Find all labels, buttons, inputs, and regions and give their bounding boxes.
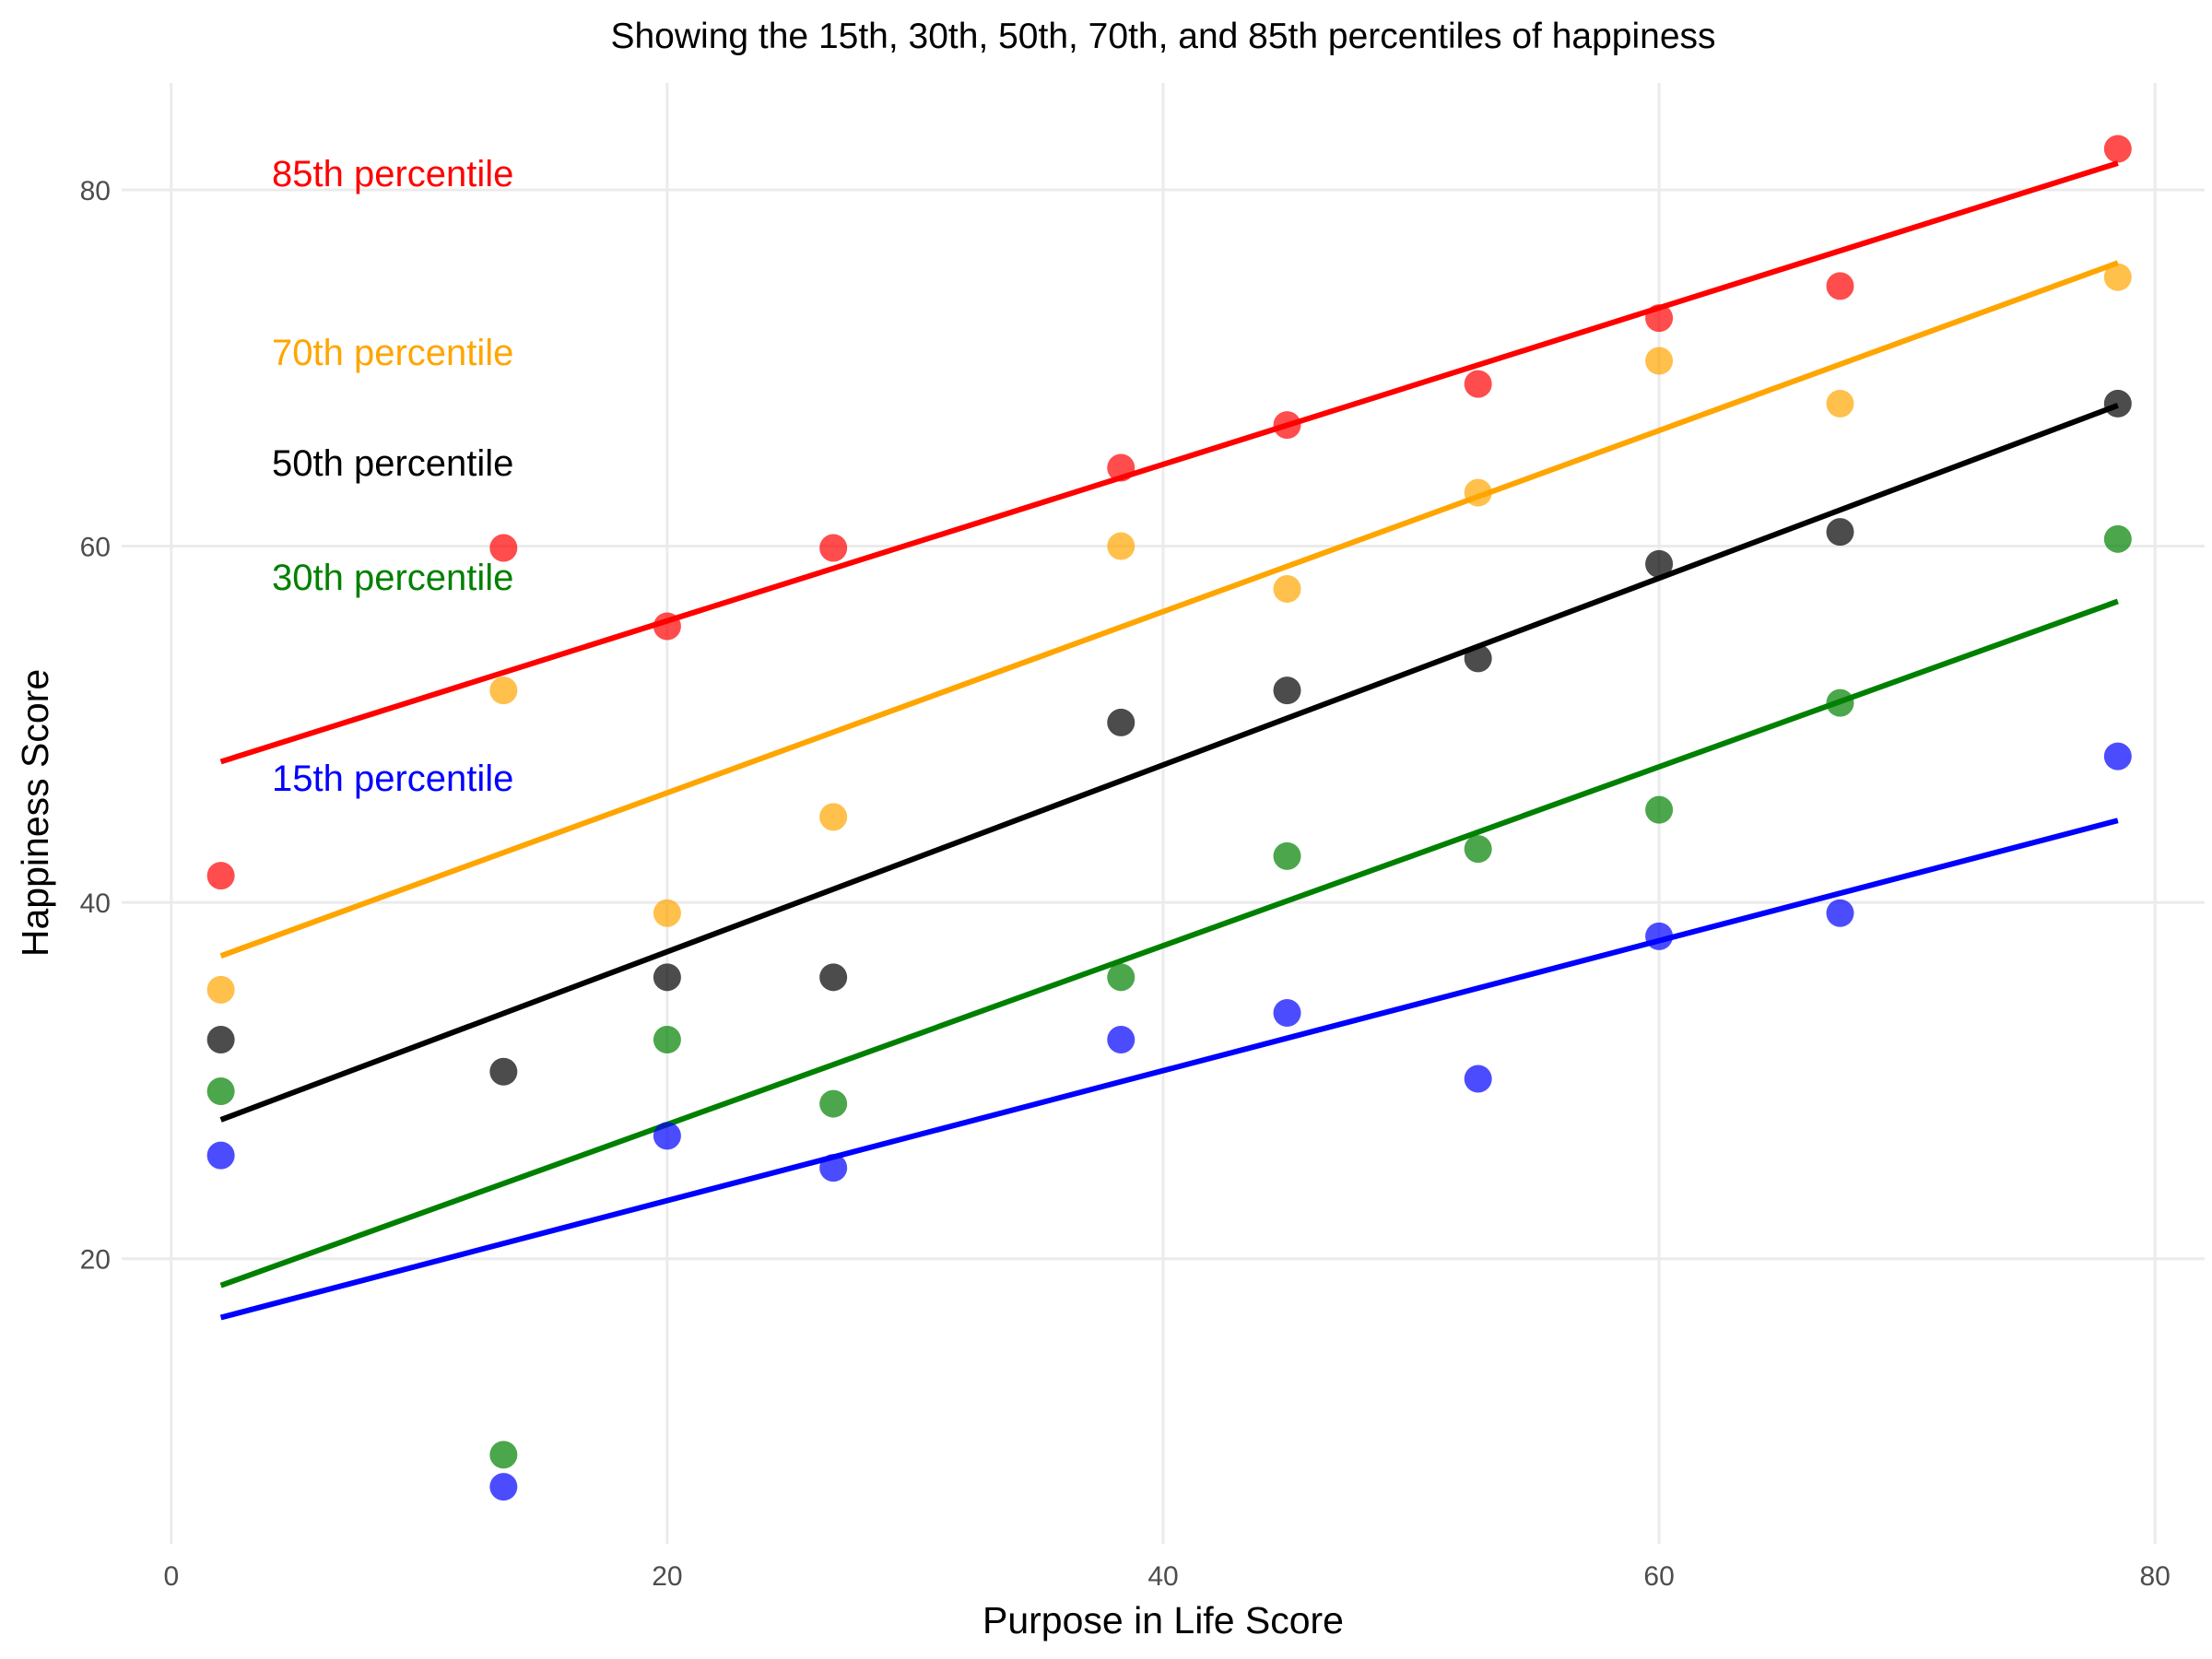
fit-line-3 — [219, 403, 2119, 1123]
series-label-2: 70th percentile — [272, 333, 513, 373]
data-point-s4-2 — [489, 1441, 518, 1469]
data-point-s2-7 — [1464, 478, 1492, 507]
x-tick-label-60: 60 — [1643, 1561, 1674, 1592]
data-point-s3-5 — [1107, 708, 1135, 736]
x-tick-label-20: 20 — [652, 1561, 682, 1592]
data-point-s1-2 — [489, 534, 518, 562]
data-point-s3-2 — [489, 1057, 518, 1086]
series-label-4: 30th percentile — [272, 558, 513, 598]
data-point-s4-7 — [1464, 835, 1492, 864]
data-point-s1-9 — [1826, 272, 1854, 300]
data-point-s3-10 — [2103, 389, 2132, 418]
x-axis-title: Purpose in Life Score — [982, 1599, 1344, 1641]
data-point-s3-6 — [1273, 677, 1301, 705]
grid-lines — [122, 83, 2205, 1544]
chart-title: Showing the 15th, 30th, 50th, 70th, and … — [610, 17, 1715, 56]
data-point-s5-10 — [2103, 742, 2132, 771]
data-point-s2-8 — [1645, 347, 1674, 375]
data-point-s4-1 — [206, 1077, 235, 1106]
y-tick-label-20: 20 — [80, 1245, 111, 1276]
data-point-s5-4 — [819, 1154, 848, 1182]
series-label-5: 15th percentile — [272, 759, 513, 799]
data-point-s1-6 — [1273, 411, 1301, 440]
data-point-s3-9 — [1826, 518, 1854, 547]
data-point-s2-4 — [819, 803, 848, 831]
data-point-s1-3 — [653, 612, 681, 641]
fit-lines — [219, 160, 2119, 1321]
data-point-s4-6 — [1273, 841, 1301, 870]
data-point-s2-1 — [206, 975, 235, 1004]
data-point-s4-10 — [2103, 524, 2132, 553]
data-point-s1-4 — [819, 534, 848, 562]
data-point-s5-1 — [206, 1141, 235, 1170]
y-tick-label-40: 40 — [80, 888, 111, 919]
data-point-s5-2 — [489, 1473, 518, 1501]
data-point-s5-7 — [1464, 1065, 1492, 1093]
series-label-3: 50th percentile — [272, 443, 513, 484]
data-point-s1-10 — [2103, 135, 2132, 163]
data-point-s3-1 — [206, 1025, 235, 1053]
y-tick-label-60: 60 — [80, 533, 111, 563]
data-point-s3-4 — [819, 963, 848, 992]
data-point-s3-7 — [1464, 644, 1492, 673]
data-point-s5-8 — [1645, 922, 1674, 950]
data-point-s2-10 — [2103, 263, 2132, 291]
x-tick-label-40: 40 — [1147, 1561, 1178, 1592]
data-point-s3-8 — [1645, 549, 1674, 578]
fit-line-2 — [219, 260, 2119, 959]
data-point-s2-6 — [1273, 574, 1301, 603]
series-label-1: 85th percentile — [272, 154, 513, 194]
x-tick-label-0: 0 — [163, 1561, 179, 1592]
data-point-s4-9 — [1826, 688, 1854, 717]
y-axis-title: Happiness Score — [14, 669, 56, 957]
tick-labels: 0 20 40 60 80 20 40 60 80 — [80, 176, 2171, 1592]
x-tick-label-80: 80 — [2140, 1561, 2171, 1592]
data-point-s5-3 — [653, 1122, 681, 1150]
data-point-s2-3 — [653, 899, 681, 927]
data-point-s4-4 — [819, 1089, 848, 1118]
data-point-s4-3 — [653, 1025, 681, 1053]
data-point-s1-1 — [206, 862, 235, 890]
data-point-s5-5 — [1107, 1025, 1135, 1053]
y-tick-label-80: 80 — [80, 176, 111, 206]
data-point-s4-5 — [1107, 963, 1135, 992]
data-point-s2-9 — [1826, 389, 1854, 418]
fit-line-5 — [219, 818, 2119, 1321]
data-point-s3-3 — [653, 963, 681, 992]
data-point-s2-5 — [1107, 532, 1135, 560]
data-point-s4-8 — [1645, 795, 1674, 824]
data-point-s5-6 — [1273, 998, 1301, 1027]
data-points — [206, 135, 2132, 1501]
fit-line-1 — [219, 160, 2119, 765]
fit-line-4 — [219, 598, 2119, 1288]
series-labels: 85th percentile 70th percentile 50th perce… — [272, 154, 513, 799]
data-point-s1-5 — [1107, 453, 1135, 482]
data-point-s5-9 — [1826, 899, 1854, 927]
data-point-s1-7 — [1464, 370, 1492, 398]
data-point-s2-2 — [489, 677, 518, 705]
data-point-s1-8 — [1645, 304, 1674, 333]
